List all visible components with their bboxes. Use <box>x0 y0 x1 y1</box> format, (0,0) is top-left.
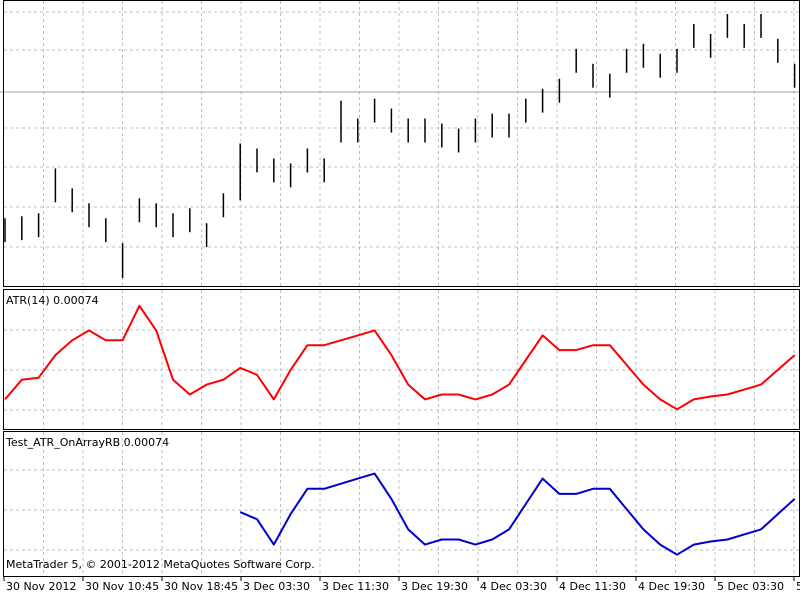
x-tick-label: 3 Dec 19:30 <box>401 580 468 593</box>
pane-title: Test_ATR_OnArrayRB 0.00074 <box>5 436 169 449</box>
x-tick-label: 4 Dec 11:30 <box>559 580 626 593</box>
x-tick-label: 5 D <box>796 580 800 593</box>
footer: MetaTrader 5, © 2001-2012 MetaQuotes Sof… <box>6 558 315 571</box>
indicator-line <box>4 304 796 411</box>
pane-title: ATR(14) 0.00074 <box>6 294 99 307</box>
x-tick-label: 30 Nov 10:45 <box>85 580 159 593</box>
x-tick-label: 3 Dec 11:30 <box>322 580 389 593</box>
x-tick-label: 4 Dec 19:30 <box>638 580 705 593</box>
x-tick-label: 5 Dec 03:30 <box>717 580 784 593</box>
indicator-line <box>239 472 796 556</box>
grid <box>4 1 799 576</box>
x-tick-label: 30 Nov 2012 <box>6 580 76 593</box>
x-tick-label: 3 Dec 03:30 <box>243 580 310 593</box>
x-tick-label: 30 Nov 18:45 <box>164 580 238 593</box>
x-tick-label: 4 Dec 03:30 <box>480 580 547 593</box>
